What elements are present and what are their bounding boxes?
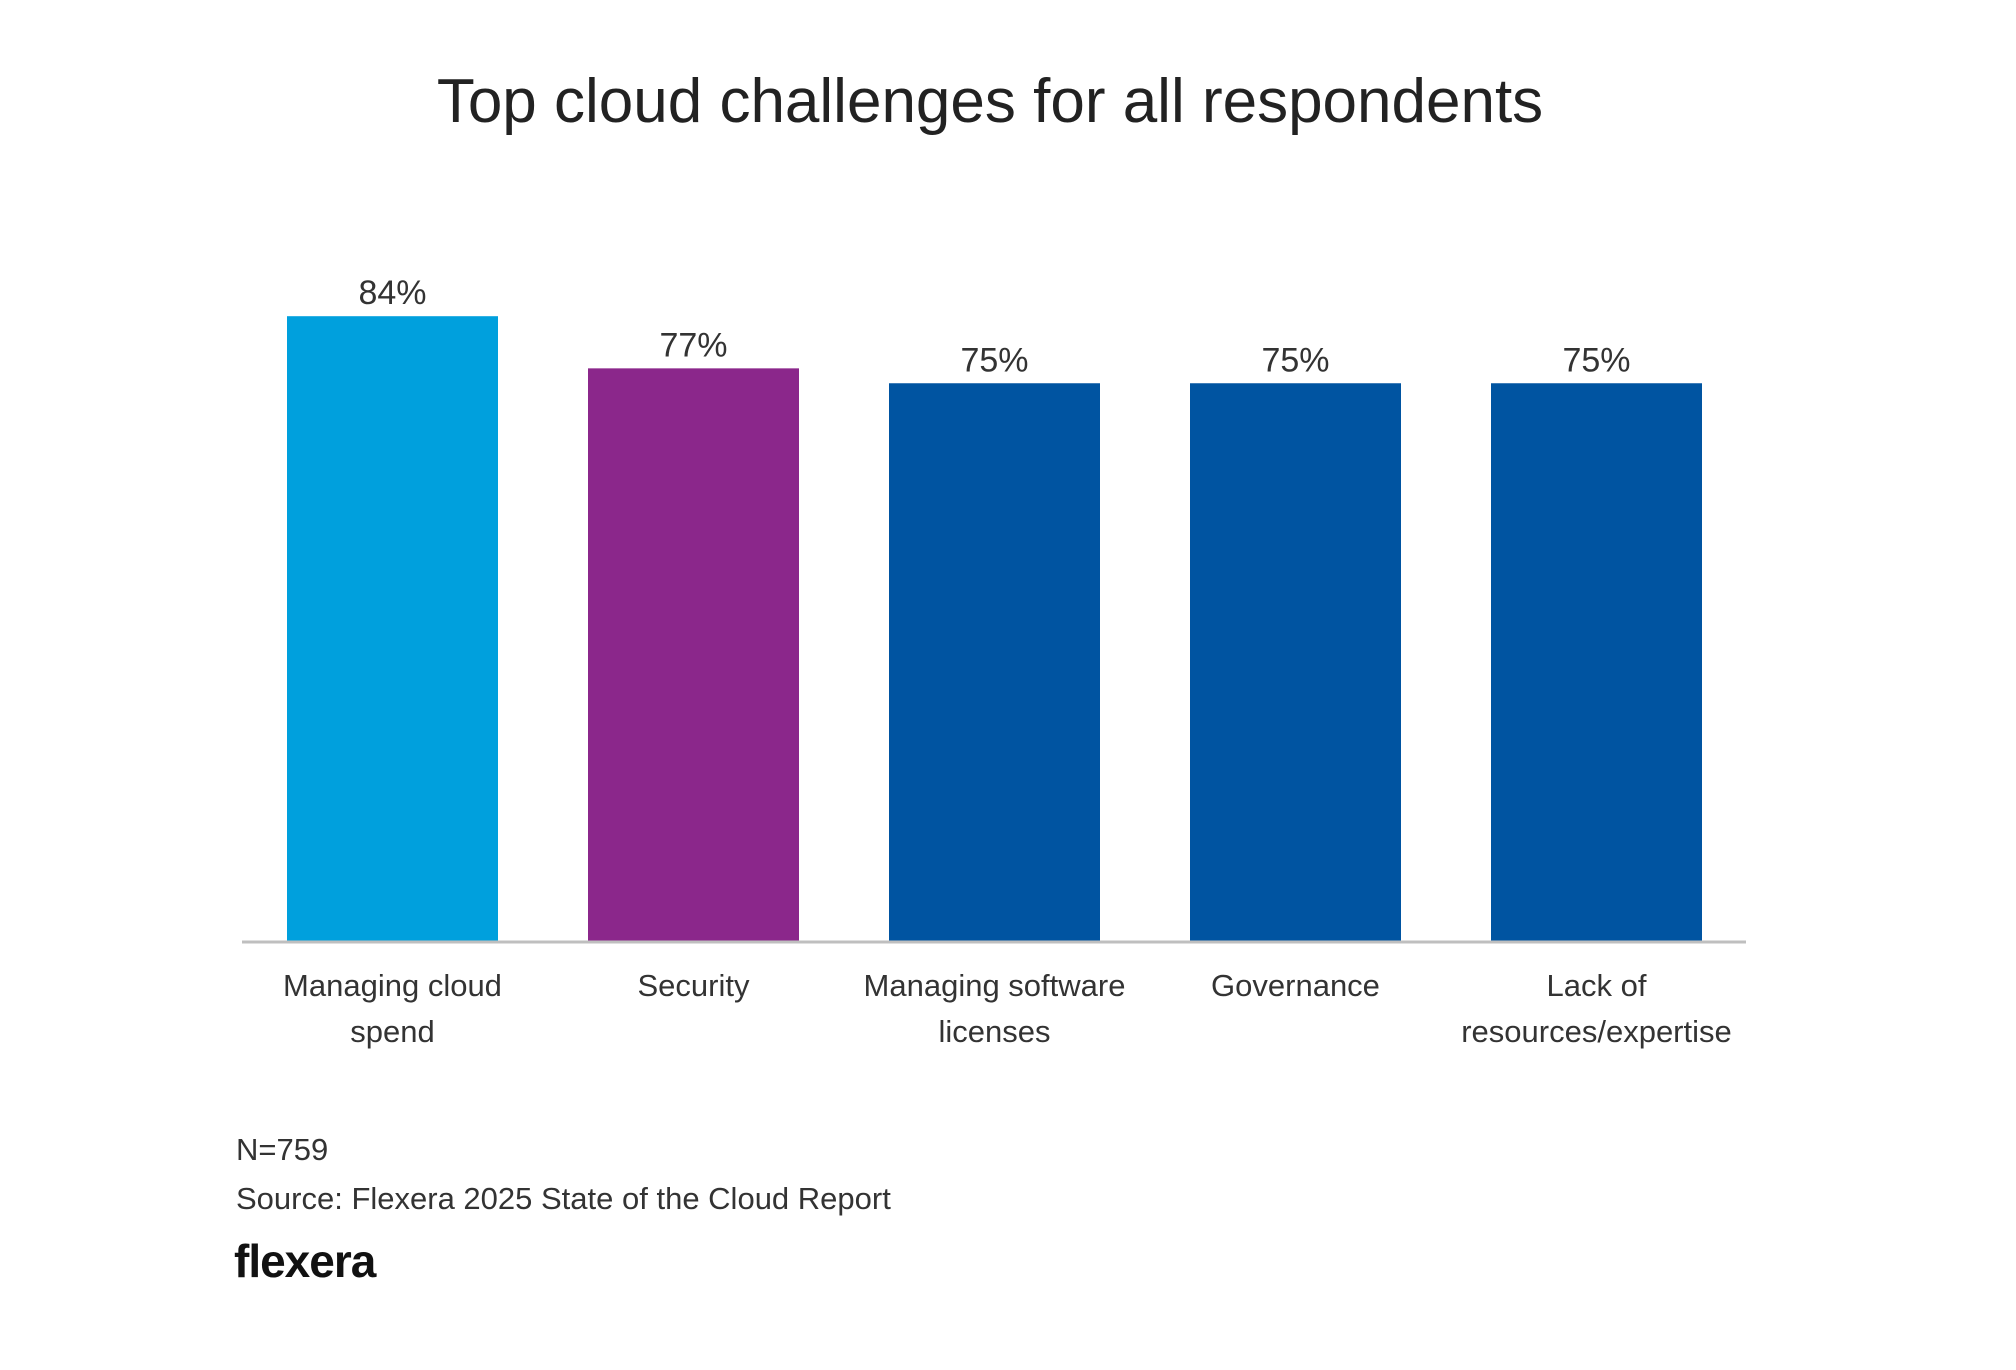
flexera-logo: flexera [234,1235,376,1287]
category-label: spend [350,1014,434,1049]
source-note: Source: Flexera 2025 State of the Cloud … [236,1181,891,1216]
category-label: Managing software [864,968,1126,1003]
chart-title: Top cloud challenges for all respondents [437,67,1543,136]
category-label: licenses [939,1014,1051,1049]
sample-size-note: N=759 [236,1132,329,1167]
bar [588,368,799,943]
bars-group: 84% Managing cloud spend 77% Security 75% Mana… [283,274,1732,1049]
bar [1190,383,1401,942]
bar [1491,383,1702,942]
category-label: Managing cloud [283,968,502,1003]
data-label: 84% [358,274,426,312]
bar [287,316,498,942]
data-label: 75% [1562,341,1630,379]
data-label: 77% [659,326,727,364]
category-label: Lack of [1547,968,1647,1003]
category-label: Security [638,968,750,1003]
data-label: 75% [1261,341,1329,379]
category-label: resources/expertise [1461,1014,1732,1049]
bar [889,383,1100,942]
data-label: 75% [960,341,1028,379]
category-label: Governance [1211,968,1380,1003]
